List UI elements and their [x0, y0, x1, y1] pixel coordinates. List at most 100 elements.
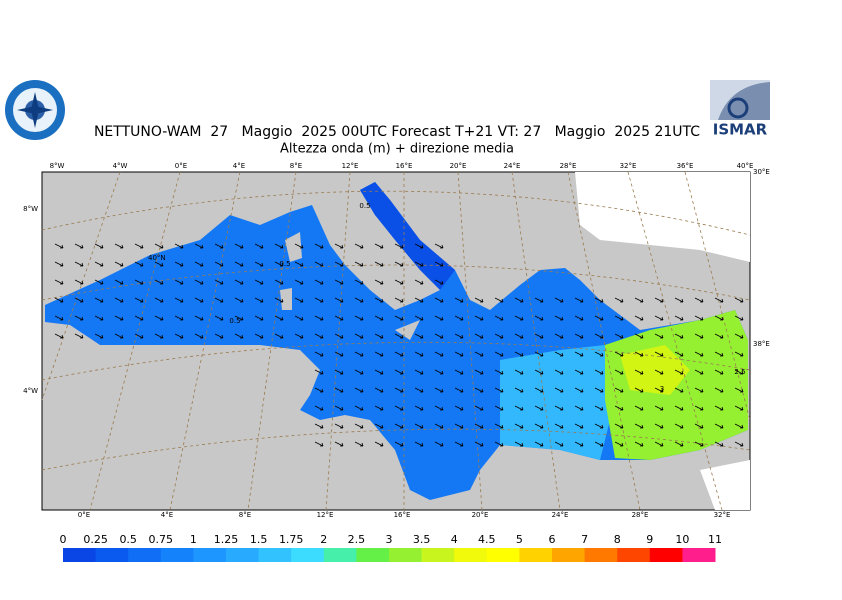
- direction-arrow: [314, 423, 324, 429]
- longitude-label: 16°E: [396, 162, 413, 170]
- direction-arrow: [654, 369, 664, 375]
- direction-arrow: [134, 243, 144, 249]
- direction-arrow: [454, 351, 464, 357]
- direction-arrow: [174, 279, 184, 285]
- longitude-label: 8°E: [290, 162, 302, 170]
- direction-arrow: [714, 405, 724, 411]
- direction-arrow: [574, 369, 584, 375]
- direction-arrow: [374, 333, 384, 339]
- direction-arrow: [594, 387, 604, 393]
- colorbar-swatch: [95, 548, 129, 562]
- direction-arrow: [234, 279, 244, 285]
- direction-arrow: [274, 297, 284, 303]
- direction-arrow: [354, 441, 364, 447]
- direction-arrow: [254, 279, 264, 285]
- longitude-label: 8°W: [50, 162, 65, 170]
- direction-arrow: [554, 441, 564, 447]
- direction-arrow: [574, 441, 584, 447]
- direction-arrow: [614, 315, 624, 321]
- colorbar-swatch: [421, 548, 455, 562]
- colorbar-label: 1.5: [250, 533, 268, 546]
- direction-arrow: [94, 279, 104, 285]
- longitude-label: 4°E: [161, 511, 173, 519]
- direction-arrow: [74, 315, 84, 321]
- direction-arrow: [94, 315, 104, 321]
- direction-arrow: [554, 405, 564, 411]
- colorbar-label: 6: [549, 533, 556, 546]
- direction-arrow: [54, 297, 64, 303]
- direction-arrow: [354, 405, 364, 411]
- colorbar-swatch: [63, 548, 97, 562]
- direction-arrow: [614, 333, 624, 339]
- direction-arrow: [334, 441, 344, 447]
- direction-arrow: [374, 369, 384, 375]
- direction-arrow: [714, 441, 724, 447]
- direction-arrow: [554, 423, 564, 429]
- direction-arrow: [614, 351, 624, 357]
- direction-arrow: [534, 387, 544, 393]
- direction-arrow: [314, 333, 324, 339]
- direction-arrow: [654, 441, 664, 447]
- direction-arrow: [434, 369, 444, 375]
- direction-arrow: [734, 423, 744, 429]
- direction-arrow: [314, 369, 324, 375]
- direction-arrow: [334, 423, 344, 429]
- direction-arrow: [234, 333, 244, 339]
- direction-arrow: [174, 315, 184, 321]
- direction-arrow: [694, 351, 704, 357]
- contour-label: 0.5: [279, 260, 290, 268]
- direction-arrow: [334, 333, 344, 339]
- direction-arrow: [594, 297, 604, 303]
- direction-arrow: [434, 279, 444, 285]
- direction-arrow: [154, 297, 164, 303]
- direction-arrow: [634, 423, 644, 429]
- direction-arrow: [294, 243, 304, 249]
- direction-arrow: [314, 279, 324, 285]
- direction-arrow: [634, 315, 644, 321]
- direction-arrow: [314, 261, 324, 267]
- direction-arrow: [534, 315, 544, 321]
- direction-arrow: [274, 279, 284, 285]
- direction-arrow: [634, 333, 644, 339]
- direction-arrow: [54, 243, 64, 249]
- direction-arrow: [414, 261, 424, 267]
- direction-arrow: [594, 351, 604, 357]
- direction-arrow: [434, 315, 444, 321]
- direction-arrow: [294, 333, 304, 339]
- direction-arrow: [154, 279, 164, 285]
- direction-arrow: [134, 333, 144, 339]
- direction-arrow: [374, 297, 384, 303]
- direction-arrow: [714, 351, 724, 357]
- direction-arrow: [394, 315, 404, 321]
- direction-arrow: [514, 297, 524, 303]
- direction-arrow: [434, 261, 444, 267]
- direction-arrow: [614, 297, 624, 303]
- longitude-label: 4°E: [233, 162, 245, 170]
- direction-arrow: [574, 351, 584, 357]
- direction-arrow: [614, 387, 624, 393]
- direction-arrow: [114, 333, 124, 339]
- direction-arrow: [734, 369, 744, 375]
- direction-arrow: [134, 297, 144, 303]
- direction-arrow: [574, 333, 584, 339]
- direction-arrow: [374, 315, 384, 321]
- direction-arrow: [614, 405, 624, 411]
- direction-arrow: [494, 333, 504, 339]
- longitude-label: 20°E: [450, 162, 467, 170]
- direction-arrow: [174, 333, 184, 339]
- longitude-label: 20°E: [472, 511, 489, 519]
- direction-arrow: [74, 333, 84, 339]
- direction-arrow: [474, 441, 484, 447]
- direction-arrow: [674, 387, 684, 393]
- direction-arrow: [674, 315, 684, 321]
- direction-arrow: [214, 333, 224, 339]
- direction-arrow: [474, 297, 484, 303]
- direction-arrow: [654, 405, 664, 411]
- direction-arrow: [194, 279, 204, 285]
- direction-arrow: [54, 315, 64, 321]
- colorbar-swatch: [486, 548, 520, 562]
- direction-arrow: [154, 333, 164, 339]
- direction-arrow: [374, 279, 384, 285]
- direction-arrow: [414, 333, 424, 339]
- direction-arrow: [94, 297, 104, 303]
